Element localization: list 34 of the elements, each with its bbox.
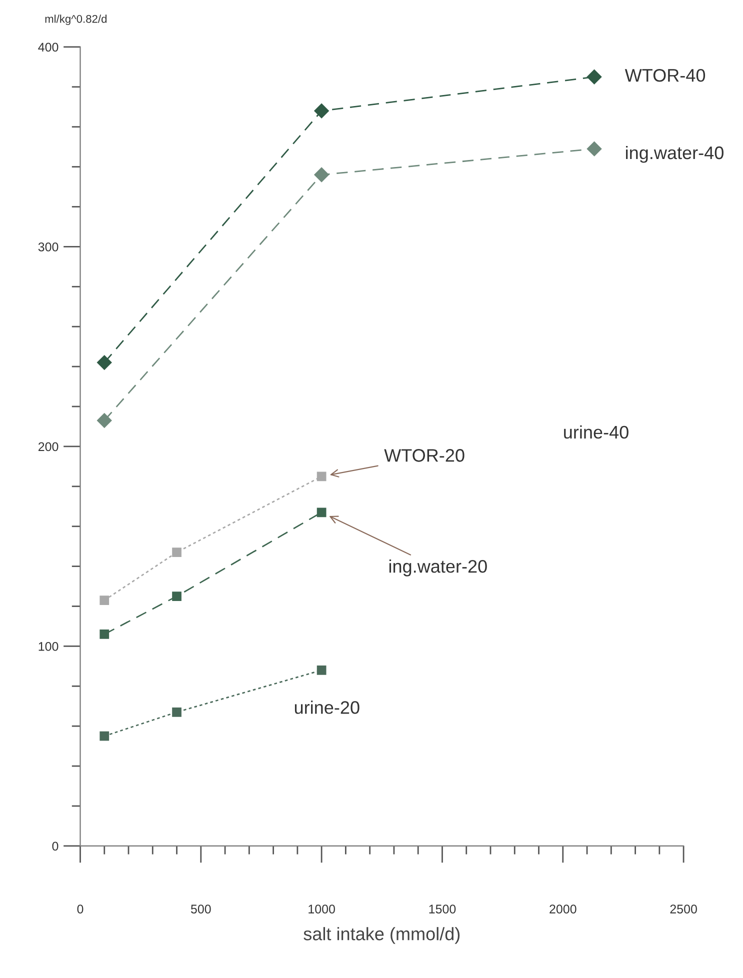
annotation: urine-40 bbox=[564, 425, 628, 439]
x-axis-title: salt intake (mmol/d) bbox=[304, 927, 460, 944]
point bbox=[100, 731, 110, 741]
y-tick-label: 400 bbox=[38, 42, 58, 52]
point bbox=[314, 167, 329, 182]
x-tick-label: 0 bbox=[77, 904, 84, 914]
y-tick-label: 300 bbox=[38, 242, 58, 252]
point bbox=[314, 103, 329, 118]
point bbox=[316, 472, 326, 482]
y-tick-label: 0 bbox=[52, 842, 58, 851]
x-tick-label: 500 bbox=[190, 904, 211, 914]
point bbox=[100, 596, 110, 605]
series-label: WTOR-40 bbox=[624, 68, 706, 82]
y-tick-label: 200 bbox=[38, 442, 58, 452]
point bbox=[316, 666, 326, 675]
point bbox=[96, 413, 112, 428]
point bbox=[172, 592, 182, 601]
x-tick-label: 1000 bbox=[308, 904, 335, 914]
series-label: urine-20 bbox=[294, 700, 360, 714]
point bbox=[172, 707, 182, 717]
y-axis-title: ml/kg^0.82/d bbox=[45, 14, 107, 26]
y-tick-label: 100 bbox=[38, 642, 58, 651]
point bbox=[100, 630, 110, 639]
point bbox=[172, 548, 182, 558]
text: ing.water-20 bbox=[389, 560, 487, 576]
x-tick-label: 2000 bbox=[550, 904, 576, 914]
point bbox=[96, 355, 112, 370]
x-tick-label: 2500 bbox=[670, 904, 697, 914]
x-tick-label: 1500 bbox=[429, 904, 456, 914]
point bbox=[586, 141, 602, 156]
series-label: ing.water-40 bbox=[626, 146, 724, 163]
text: WTOR-20 bbox=[384, 449, 464, 462]
point bbox=[316, 508, 326, 518]
point bbox=[586, 70, 602, 84]
